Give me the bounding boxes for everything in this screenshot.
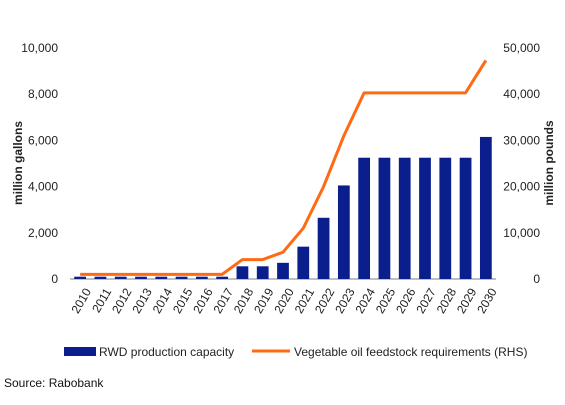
bar xyxy=(439,157,452,279)
bar xyxy=(317,217,330,279)
legend-swatch-bar xyxy=(64,347,96,356)
bar-series xyxy=(74,136,492,279)
left-tick-label: 10,000 xyxy=(21,41,58,55)
bar xyxy=(175,276,188,279)
bar xyxy=(358,157,371,279)
x-axis-ticks: 2010201120122013201420152016201720182019… xyxy=(69,285,500,315)
x-tick-label: 2017 xyxy=(211,285,237,315)
bar xyxy=(398,157,411,279)
x-tick-label: 2020 xyxy=(271,285,297,315)
x-tick-label: 2025 xyxy=(373,285,399,315)
x-tick-label: 2013 xyxy=(129,285,155,315)
x-tick-label: 2015 xyxy=(170,285,196,315)
bar xyxy=(135,276,147,279)
bar xyxy=(419,157,431,279)
right-axis-ticks: 0 10,000 20,000 30,000 40,000 50,000 xyxy=(503,41,540,286)
x-tick-label: 2021 xyxy=(292,285,318,315)
bar xyxy=(236,266,249,279)
right-tick-label: 0 xyxy=(533,272,540,286)
x-tick-label: 2010 xyxy=(69,285,95,315)
left-tick-label: 8,000 xyxy=(28,87,58,101)
right-tick-label: 50,000 xyxy=(503,41,540,55)
bar xyxy=(94,276,107,279)
x-tick-label: 2028 xyxy=(434,285,460,315)
source-note: Source: Rabobank xyxy=(4,376,104,390)
x-tick-label: 2027 xyxy=(413,285,439,315)
bar xyxy=(297,246,310,279)
left-tick-label: 2,000 xyxy=(28,226,58,240)
bar xyxy=(74,276,87,279)
right-tick-label: 40,000 xyxy=(503,87,540,101)
x-tick-label: 2018 xyxy=(231,285,257,315)
bar xyxy=(277,262,289,279)
legend: RWD production capacity Vegetable oil fe… xyxy=(64,345,527,359)
left-tick-label: 4,000 xyxy=(28,180,58,194)
right-tick-label: 20,000 xyxy=(503,180,540,194)
x-tick-label: 2016 xyxy=(190,285,216,315)
bar xyxy=(195,276,208,279)
line-series xyxy=(80,59,488,276)
bar xyxy=(114,276,127,279)
bar xyxy=(155,276,168,279)
bar xyxy=(378,157,391,279)
left-tick-label: 0 xyxy=(51,272,58,286)
x-tick-label: 2014 xyxy=(150,285,176,315)
bar xyxy=(216,276,229,279)
right-tick-label: 10,000 xyxy=(503,226,540,240)
bar xyxy=(256,266,269,279)
x-tick-label: 2029 xyxy=(454,285,480,315)
right-tick-label: 30,000 xyxy=(503,133,540,147)
x-tick-label: 2012 xyxy=(109,285,135,315)
right-axis-title: million pounds xyxy=(542,120,556,206)
bar xyxy=(479,136,492,279)
x-tick-label: 2022 xyxy=(312,285,338,315)
bar xyxy=(459,157,472,279)
x-tick-label: 2019 xyxy=(251,285,277,315)
x-tick-label: 2024 xyxy=(353,285,379,315)
legend-label-bar: RWD production capacity xyxy=(99,345,234,359)
legend-label-line: Vegetable oil feedstock requirements (RH… xyxy=(294,345,527,359)
x-tick-label: 2023 xyxy=(332,285,358,315)
left-axis-ticks: 0 2,000 4,000 6,000 8,000 10,000 xyxy=(21,41,58,286)
left-tick-label: 6,000 xyxy=(28,133,58,147)
x-tick-label: 2030 xyxy=(474,285,500,315)
bar xyxy=(337,185,350,279)
left-axis-title: million gallons xyxy=(11,121,25,205)
x-tick-label: 2026 xyxy=(393,285,419,315)
